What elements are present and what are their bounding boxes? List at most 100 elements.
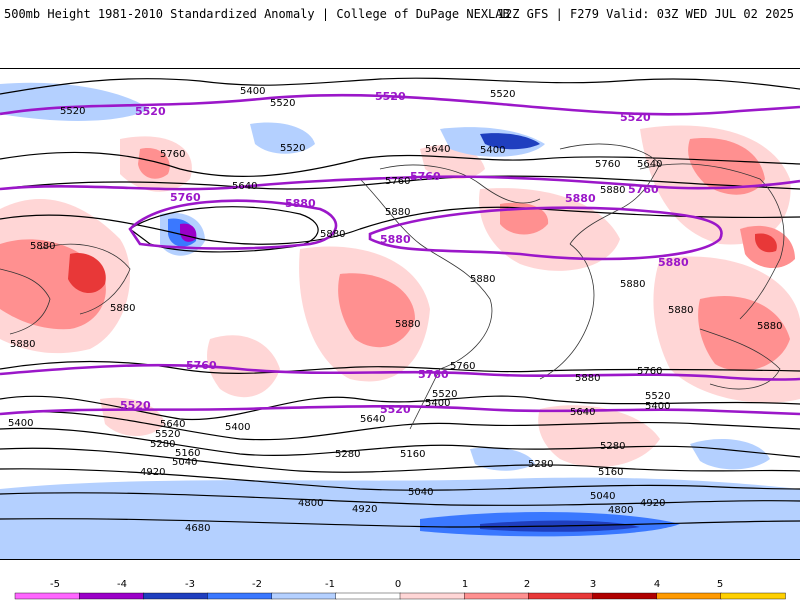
- colorbar-tick: -4: [117, 579, 127, 590]
- contour-label: 5280: [600, 441, 625, 452]
- contour-label: 5640: [360, 414, 385, 425]
- key-label: 5760: [170, 191, 201, 204]
- contour-label: 5880: [385, 207, 410, 218]
- colorbar-tick: 0: [395, 579, 401, 590]
- contour-label: 5280: [150, 439, 175, 450]
- contour-label: 5760: [160, 149, 185, 160]
- product-title: 500mb Height 1981-2010 Standardized Anom…: [4, 7, 510, 21]
- negative-anomaly-shading: [0, 82, 800, 559]
- contour-label: 5520: [155, 429, 180, 440]
- contour-label: 5640: [570, 407, 595, 418]
- contour-label: 4800: [608, 505, 633, 516]
- contour-label: 5280: [528, 459, 553, 470]
- colorbar-swatch: [271, 592, 337, 600]
- colorbar-tick: 5: [717, 579, 723, 590]
- contour-label: 4920: [140, 467, 165, 478]
- contour-label: 5520: [270, 98, 295, 109]
- contour-label: 4920: [640, 498, 665, 509]
- contour-label: 5400: [240, 86, 265, 97]
- colorbar-swatch: [528, 592, 594, 600]
- coastlines: [0, 143, 785, 430]
- colorbar-tick: 3: [590, 579, 596, 590]
- key-contours: [0, 93, 800, 416]
- key-label: 5760: [628, 183, 659, 196]
- colorbar-swatch: [78, 592, 145, 600]
- anomaly-colorbar: -5 -4 -3 -2 -1 0 1 2 3 4 5: [0, 560, 800, 600]
- key-label: 5760: [418, 368, 449, 381]
- contour-label: 5760: [595, 159, 620, 170]
- colorbar-swatch: [592, 592, 658, 600]
- key-label: 5880: [380, 233, 411, 246]
- contour-label: 5040: [590, 491, 615, 502]
- colorbar-swatch: [720, 592, 786, 600]
- key-contour-labels: 5520 5520 5520 5760 5760 5880 5880 5880 …: [120, 90, 689, 416]
- contour-label: 5040: [172, 457, 197, 468]
- contour-label: 5400: [8, 418, 33, 429]
- contour-label: 5520: [645, 391, 670, 402]
- key-label: 5880: [285, 197, 316, 210]
- contour-label: 5400: [425, 398, 450, 409]
- contour-label: 5640: [160, 419, 185, 430]
- map-header: 500mb Height 1981-2010 Standardized Anom…: [0, 0, 800, 30]
- colorbar-tick: -5: [50, 579, 60, 590]
- contour-label: 4800: [298, 498, 323, 509]
- contour-label: 5880: [395, 319, 420, 330]
- contour-labels: 5400 5520 5520 5520 5520 5400 5640 5640 …: [8, 86, 782, 534]
- contour-label: 5400: [645, 401, 670, 412]
- key-label: 5760: [186, 359, 217, 372]
- contour-label: 5880: [470, 274, 495, 285]
- colorbar-swatch: [464, 592, 530, 600]
- colorbar-graphic: -5 -4 -3 -2 -1 0 1 2 3 4 5: [14, 579, 786, 600]
- contour-label: 5640: [637, 159, 662, 170]
- contour-label: 5880: [600, 185, 625, 196]
- contour-label: 5880: [757, 321, 782, 332]
- contour-label: 5760: [385, 176, 410, 187]
- colorbar-swatch: [143, 592, 209, 600]
- key-label: 5520: [120, 399, 151, 412]
- colorbar-tick: -3: [185, 579, 195, 590]
- key-label: 5520: [620, 111, 651, 124]
- contour-label: 5880: [10, 339, 35, 350]
- key-label: 5880: [658, 256, 689, 269]
- map-panel: 5520 5520 5520 5760 5760 5880 5880 5880 …: [0, 68, 800, 560]
- contour-label: 5640: [232, 181, 257, 192]
- key-label: 5520: [135, 105, 166, 118]
- contour-label: 5400: [480, 145, 505, 156]
- colorbar-tick: -1: [325, 579, 335, 590]
- colorbar-tick: -2: [252, 579, 262, 590]
- contour-label: 5760: [450, 361, 475, 372]
- contour-label: 5640: [425, 144, 450, 155]
- colorbar-swatch: [656, 592, 722, 600]
- contour-label: 5520: [280, 143, 305, 154]
- colorbar-tick: 1: [462, 579, 468, 590]
- contour-label: 5280: [335, 449, 360, 460]
- colorbar-tick: 2: [524, 579, 530, 590]
- colorbar-swatch: [207, 592, 273, 600]
- contour-label: 5880: [320, 229, 345, 240]
- model-valid-time: 12Z GFS | F279 Valid: 03Z WED JUL 02 202…: [497, 7, 794, 21]
- contour-label: 4680: [185, 523, 210, 534]
- contour-label: 5520: [432, 389, 457, 400]
- contour-label: 5400: [225, 422, 250, 433]
- colorbar-swatch: [14, 592, 80, 600]
- contour-label: 5520: [490, 89, 515, 100]
- key-label: 5880: [565, 192, 596, 205]
- contour-label: 5880: [668, 305, 693, 316]
- contour-label: 4920: [352, 504, 377, 515]
- contour-label: 5160: [400, 449, 425, 460]
- contour-label: 5160: [598, 467, 623, 478]
- contour-label: 5880: [620, 279, 645, 290]
- contour-label: 5880: [30, 241, 55, 252]
- contour-label: 5760: [637, 366, 662, 377]
- colorbar-swatch: [399, 592, 465, 600]
- contour-label: 5880: [110, 303, 135, 314]
- contour-label: 5520: [60, 106, 85, 117]
- anomaly-map: 5520 5520 5520 5760 5760 5880 5880 5880 …: [0, 77, 800, 559]
- contour-label: 5880: [575, 373, 600, 384]
- key-label: 5760: [410, 170, 441, 183]
- key-label: 5520: [380, 403, 411, 416]
- colorbar-tick: 4: [654, 579, 660, 590]
- key-label: 5520: [375, 90, 406, 103]
- colorbar-ticks: -5 -4 -3 -2 -1 0 1 2 3 4 5: [50, 579, 723, 590]
- colorbar-swatch: [335, 592, 401, 600]
